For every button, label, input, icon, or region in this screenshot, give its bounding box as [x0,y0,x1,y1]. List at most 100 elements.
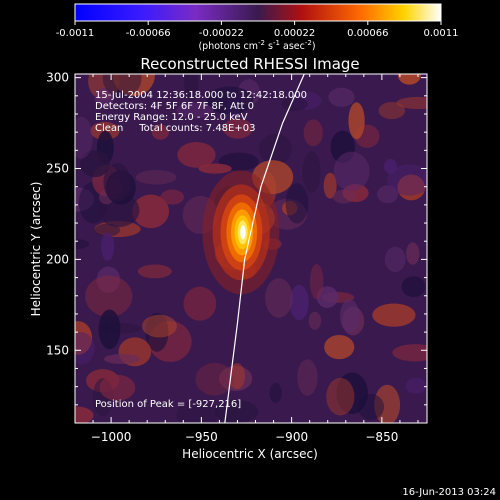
x-tick-label: −850 [365,430,398,444]
noise-blob [80,150,110,178]
colorbar-tick-label: 0.0011 [424,28,459,39]
colorbar [74,3,442,22]
noise-blob [326,377,355,416]
colorbar-tick-label: -0.0011 [56,28,95,39]
noise-blob [328,87,355,107]
y-axis-label: Heliocentric Y (arcsec) [29,182,43,317]
noise-blob [378,102,406,120]
noise-blob [401,276,426,297]
noise-blob [75,116,93,159]
noise-blob [372,303,416,327]
noise-blob [332,189,356,204]
colorbar-tick-label: 0.00022 [274,28,315,39]
noise-blob [333,151,370,192]
noise-blob [176,400,218,423]
noise-blob [94,87,114,108]
noise-blob [405,378,426,394]
unit-main: (photons cm [198,41,258,52]
noise-blob [281,97,308,111]
unit-asec: asec [280,41,305,52]
noise-blob [98,309,121,350]
unit-exp2: -1 [273,39,280,47]
noise-blob [406,242,420,265]
noise-blob [102,74,142,98]
noise-blob [177,142,216,168]
colorbar-ticks: -0.0011 -0.00066 -0.00022 0.00022 0.00066 0.0… [56,21,459,39]
noise-blob [75,321,93,355]
noise-blob [135,170,177,185]
axes: −1000 −950 −900 −850 150 200 250 300 [46,71,427,444]
x-tick-label: −900 [275,430,308,444]
y-tick-label: 250 [46,162,69,176]
noise-blob [99,374,136,401]
noise-blob [96,266,121,293]
noise-blob [75,406,94,423]
noise-blob [384,158,397,174]
x-axis-label: Heliocentric X (arcsec) [182,447,318,461]
noise-blob [303,119,323,147]
noise-blob [258,133,292,165]
noise-blob [387,164,427,196]
unit-end: ) [312,41,316,52]
unit-exp1: -2 [258,39,265,47]
solar-limb-curve [224,74,305,423]
noise-blob [223,118,253,139]
peak-position-label: Position of Peak = [-927,216] [95,399,241,410]
noise-blob [94,223,121,237]
noise-blob [397,174,426,201]
noise-blob [137,264,172,279]
noise-blob [357,393,385,420]
y-tick-label: 200 [46,252,69,266]
x-tick-label: −950 [185,430,218,444]
colorbar-unit-label: (photons cm-2 s-1 asec-2) [198,39,315,52]
colorbar-tick-label: -0.00066 [126,28,171,39]
noise-blob [142,314,177,338]
plot-frame [74,73,428,424]
noise-blob [308,311,322,330]
noise-blob [103,353,141,365]
noise-blob [396,96,427,110]
noise-blob [183,286,217,321]
noise-blob [229,363,246,390]
noise-blob [323,172,337,199]
noise-blob [302,151,321,193]
noise-blob [348,102,365,140]
noise-blob [132,194,170,229]
annotation-line: Energy Range: 12.0 - 25.0 keV [95,112,248,123]
colorbar-tick-label: -0.00022 [199,28,244,39]
annotation-line: Clean Total counts: 7.48E+03 [95,123,255,134]
noise-blob [176,102,214,119]
noise-blob [324,334,355,360]
annotation-line: 15-Jul-2004 12:36:18.000 to 12:42:18.000 [95,90,307,101]
x-tick-label: −1000 [91,430,132,444]
noise-blob [75,332,95,365]
annotation-line: Detectors: 4F 5F 6F 7F 8F, Att 0 [95,101,254,112]
y-tick-label: 150 [46,343,69,357]
noise-blob [339,299,360,333]
noise-blob [392,344,427,362]
noise-blob [195,362,234,396]
noise-blob [269,382,283,403]
unit-exp3: -2 [305,39,312,47]
noise-blob [103,162,131,202]
noise-blob [198,163,232,174]
noise-blob [160,189,184,205]
noise-blob [85,275,133,318]
flare-contour [240,225,246,240]
flare-source [202,170,280,295]
annotations: 15-Jul-2004 12:36:18.000 to 12:42:18.000… [95,90,307,134]
footer-timestamp: 16-Jun-2013 03:24 [402,487,496,498]
noise-blob [309,264,324,300]
noise-blob [384,246,406,273]
noise-blob [151,124,170,140]
noise-blob [285,183,309,224]
noise-blob [206,86,254,115]
emission-map [75,74,427,423]
noise-blob [145,312,169,352]
chart-title: Reconstructed RHESSI Image [140,55,359,73]
noise-blob [377,185,399,204]
noise-blob [289,284,309,321]
noise-blob [101,232,115,261]
noise-blob [297,359,318,396]
